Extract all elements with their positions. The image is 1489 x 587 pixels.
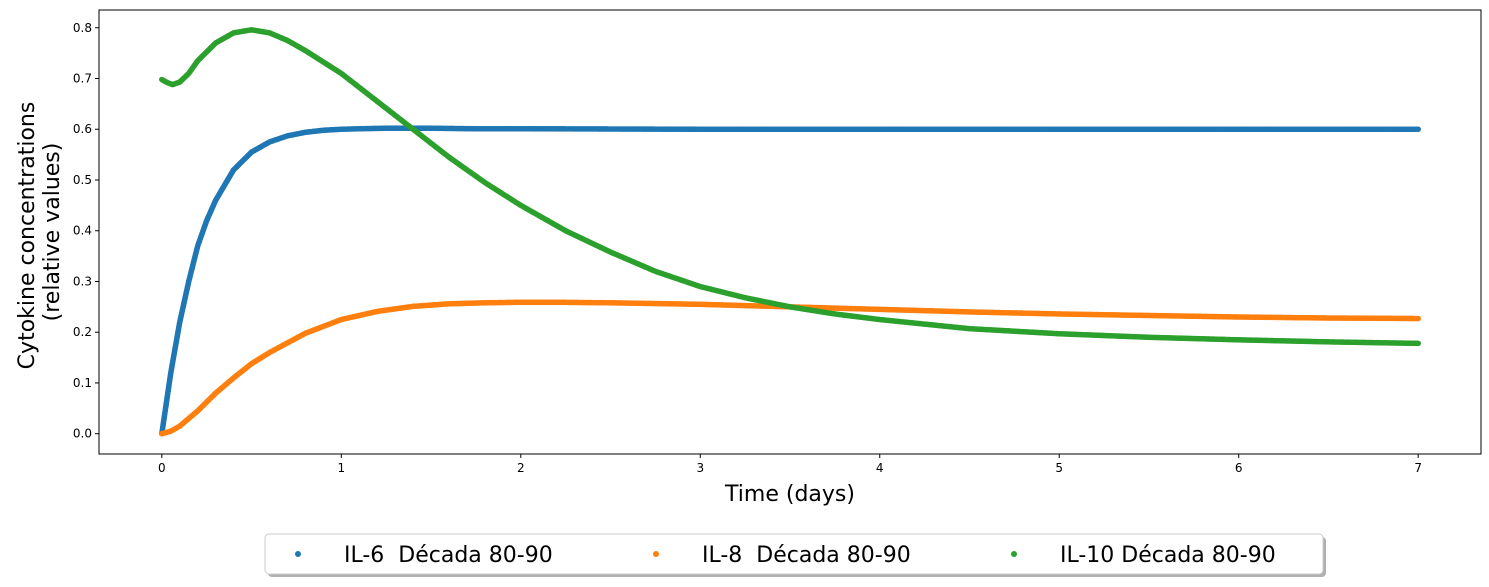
legend-marker [295, 551, 301, 557]
y-tick-label: 0.5 [73, 173, 92, 187]
y-axis: 0.0 0.1 0.2 0.3 0.4 0.5 0.6 0.7 0.8 [73, 21, 99, 441]
series-1 [159, 125, 1421, 437]
x-tick-label: 0 [158, 461, 166, 475]
x-tick-label: 3 [696, 461, 704, 475]
legend-item: IL-10 Década 80-90 [1011, 543, 1276, 568]
x-tick-label: 5 [1055, 461, 1063, 475]
y-tick-label: 0.0 [73, 427, 92, 441]
y-tick-label: 0.8 [73, 21, 92, 35]
series-3 [159, 26, 1421, 347]
legend-marker [653, 551, 659, 557]
series-layer [159, 26, 1421, 437]
y-tick-label: 0.1 [73, 376, 92, 390]
legend-item: IL-8 Década 80-90 [653, 543, 911, 568]
legend-box [264, 533, 1324, 575]
y-tick-label: 0.6 [73, 122, 92, 136]
y-axis-label: Cytokine concentrations (relative values… [15, 95, 65, 370]
x-tick-label: 6 [1235, 461, 1243, 475]
legend: IL-6 Década 80-90 IL-8 Década 80-90 IL-10 … [264, 533, 1326, 577]
legend-marker [1011, 551, 1017, 557]
y-axis-label-line-2: (relative values) [40, 143, 65, 322]
data-point [1415, 315, 1421, 322]
y-tick-label: 0.2 [73, 325, 92, 339]
series-2 [159, 299, 1421, 437]
legend-label: IL-8 Década 80-90 [702, 543, 911, 568]
y-tick-label: 0.3 [73, 274, 92, 288]
x-axis: 0 1 2 3 4 5 6 7 [158, 454, 1422, 475]
y-axis-label-line-1: Cytokine concentrations [15, 102, 40, 370]
x-tick-label: 2 [517, 461, 525, 475]
x-axis-label: Time (days) [724, 482, 855, 507]
data-point [1415, 340, 1421, 347]
legend-item: IL-6 Década 80-90 [295, 543, 553, 568]
x-tick-label: 1 [337, 461, 345, 475]
y-tick-label: 0.7 [73, 72, 92, 86]
y-tick-label: 0.4 [73, 224, 92, 238]
legend-label: IL-10 Década 80-90 [1060, 543, 1276, 568]
data-point [1415, 126, 1421, 133]
x-tick-label: 4 [876, 461, 884, 475]
x-tick-label: 7 [1414, 461, 1422, 475]
plot-frame [98, 9, 1482, 455]
legend-label: IL-6 Década 80-90 [344, 543, 553, 568]
